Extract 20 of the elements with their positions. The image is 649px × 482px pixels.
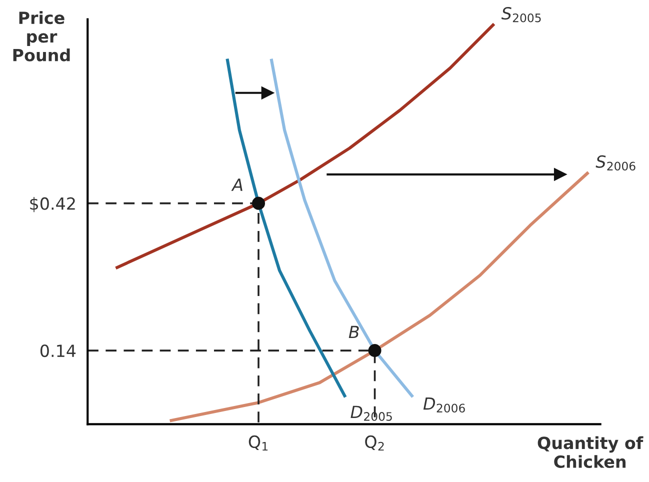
point bbox=[368, 344, 382, 358]
y-tick-label: $0.42 bbox=[30, 196, 75, 212]
annotation: A bbox=[231, 178, 242, 191]
x-tick-label: Q$_{2}$ bbox=[365, 435, 384, 451]
series-label: S$_{2005}$ bbox=[501, 7, 541, 22]
line-series bbox=[226, 58, 346, 398]
x-axis-title: Quantity of Chicken bbox=[538, 436, 644, 468]
line-series bbox=[170, 172, 589, 422]
line-series bbox=[116, 24, 495, 269]
point bbox=[554, 168, 566, 181]
annotation: B bbox=[348, 326, 359, 338]
series-label: S$_{2006}$ bbox=[596, 155, 636, 171]
line-series bbox=[270, 58, 414, 398]
y-tick-label: 0.14 bbox=[40, 344, 76, 358]
series-label: D$_{2006}$ bbox=[423, 397, 465, 413]
x-tick-label: Q$_{1}$ bbox=[248, 435, 268, 451]
y-axis-title: Price per Pound bbox=[13, 11, 70, 62]
point bbox=[261, 86, 274, 100]
series-label: D$_{2005}$ bbox=[350, 406, 392, 421]
point bbox=[252, 196, 266, 210]
